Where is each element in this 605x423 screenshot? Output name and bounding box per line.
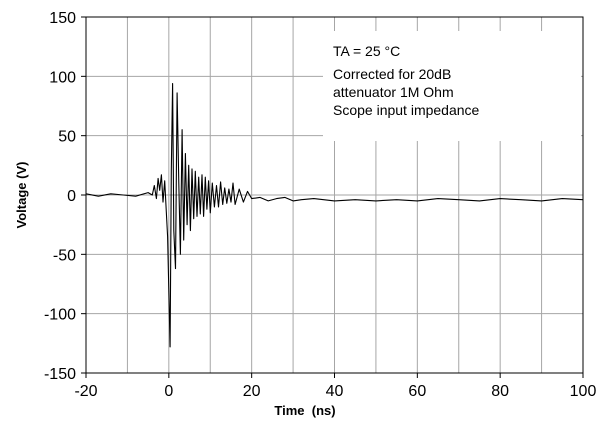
annotation-box: TA = 25 °C Corrected for 20dB attenuator… [323, 31, 581, 141]
annotation-background [323, 31, 581, 141]
annotation-line-2: Corrected for 20dB [333, 66, 451, 82]
x-axis-title: Time (ns) [274, 403, 335, 418]
annotation-line-3: attenuator 1M Ohm [333, 84, 454, 100]
series-layer [85, 82, 584, 348]
series-line [85, 82, 584, 348]
x-axis-ticks: -20 0 20 40 60 80 100 [74, 373, 596, 400]
y-tick-label: -50 [53, 247, 76, 264]
annotation-line-4: Scope input impedance [333, 102, 480, 118]
x-tick-label: 100 [570, 383, 597, 400]
y-tick-label: 50 [58, 129, 76, 146]
y-tick-label: 0 [67, 188, 76, 205]
annotation-line-1: TA = 25 °C [333, 43, 400, 59]
y-axis-ticks: -150 -100 -50 0 50 100 150 [44, 10, 86, 383]
y-tick-label: -100 [44, 307, 76, 324]
y-axis-title: Voltage (V) [14, 162, 29, 229]
y-tick-label: -150 [44, 366, 76, 383]
x-tick-label: 20 [243, 383, 261, 400]
y-tick-label: 150 [49, 10, 76, 27]
x-tick-label: -20 [74, 383, 97, 400]
y-tick-label: 100 [49, 69, 76, 86]
x-tick-label: 40 [326, 383, 344, 400]
x-tick-label: 0 [164, 383, 173, 400]
x-tick-label: 80 [491, 383, 509, 400]
x-tick-label: 60 [408, 383, 426, 400]
